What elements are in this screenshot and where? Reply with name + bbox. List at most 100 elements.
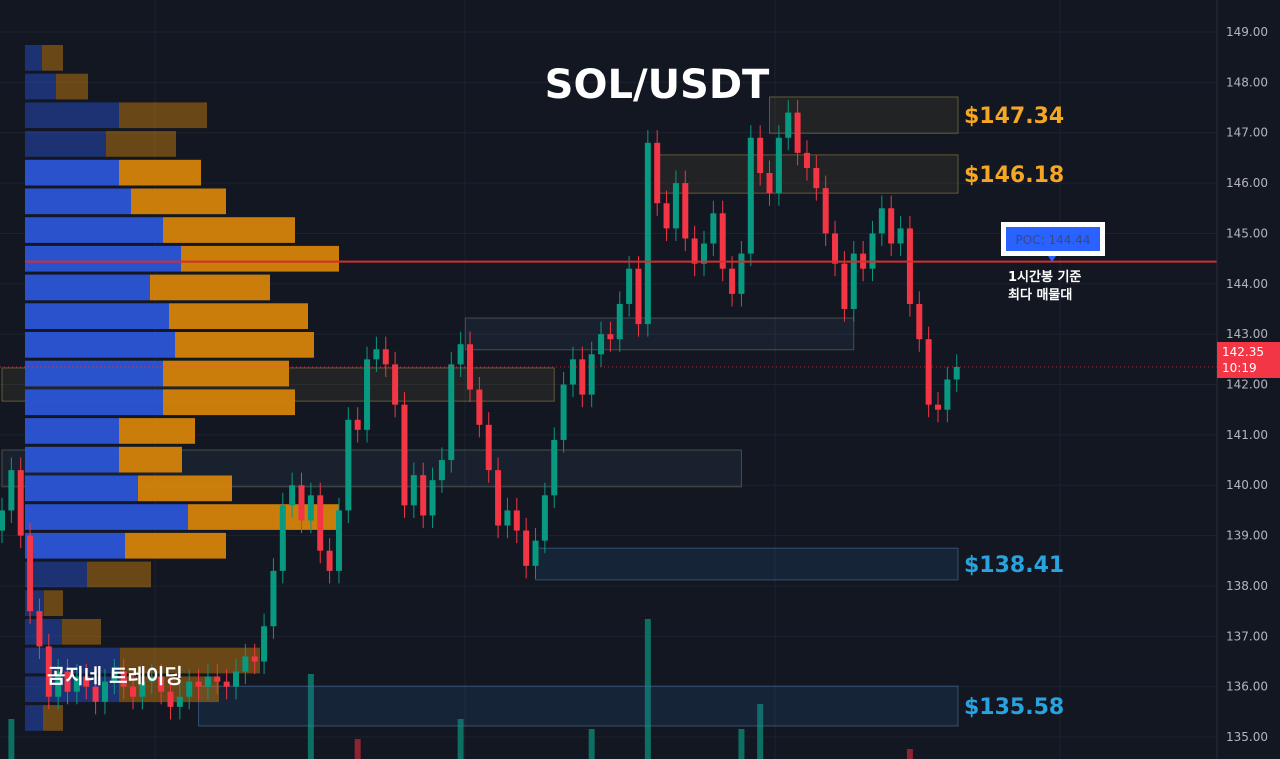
profile-buy-bar bbox=[25, 332, 175, 358]
candle-body bbox=[401, 404, 408, 506]
profile-buy-bar bbox=[25, 360, 163, 387]
volume-bar bbox=[8, 719, 15, 759]
profile-sell-bar bbox=[43, 705, 63, 731]
candle-body bbox=[888, 208, 895, 244]
candle-body bbox=[204, 676, 211, 687]
candle-body bbox=[523, 530, 530, 566]
candle-body bbox=[626, 268, 633, 304]
candle-body bbox=[83, 676, 90, 687]
candle-body bbox=[467, 344, 473, 390]
profile-sell-bar bbox=[131, 188, 226, 215]
profile-buy-bar bbox=[25, 475, 138, 502]
candle-body bbox=[476, 389, 483, 425]
candle-body bbox=[457, 344, 464, 365]
axis-tick-label: 149.00 bbox=[1226, 25, 1268, 39]
candle-body bbox=[27, 535, 34, 612]
candle-body bbox=[551, 439, 558, 496]
candle-body bbox=[223, 681, 230, 687]
candle-body bbox=[775, 137, 782, 194]
candle-body bbox=[289, 485, 296, 506]
candle-body bbox=[766, 173, 773, 194]
candle-body bbox=[832, 233, 839, 264]
candle-body bbox=[607, 334, 614, 340]
candle-body bbox=[392, 364, 399, 405]
candle-body bbox=[803, 152, 810, 168]
candle-body bbox=[644, 142, 651, 325]
candle-body bbox=[729, 268, 736, 294]
profile-sell-bar bbox=[119, 418, 195, 444]
axis-tick-label: 138.00 bbox=[1226, 579, 1268, 593]
last-price-tag: 142.35 10:19 bbox=[1217, 342, 1280, 378]
volume-bar bbox=[588, 729, 595, 759]
candle-body bbox=[560, 384, 567, 440]
candle-body bbox=[691, 238, 698, 264]
candle-body bbox=[36, 611, 43, 647]
profile-sell-bar bbox=[163, 217, 295, 243]
axis-tick-label: 148.00 bbox=[1226, 75, 1268, 89]
candle-body bbox=[45, 646, 52, 697]
profile-sell-bar bbox=[42, 45, 63, 71]
candle-body bbox=[279, 505, 286, 571]
candle-body bbox=[251, 656, 258, 662]
axis-tick-label: 135.00 bbox=[1226, 730, 1268, 744]
candle-body bbox=[410, 475, 417, 506]
candle-body bbox=[326, 550, 333, 571]
candles bbox=[0, 99, 960, 720]
profile-buy-bar bbox=[25, 102, 119, 129]
candle-body bbox=[813, 167, 820, 189]
chart-title: SOL/USDT bbox=[545, 62, 770, 108]
candle-body bbox=[345, 419, 352, 511]
candle-body bbox=[588, 354, 595, 395]
profile-sell-bar bbox=[87, 561, 151, 588]
profile-buy-bar bbox=[25, 647, 120, 674]
profile-sell-bar bbox=[163, 389, 295, 416]
candle-body bbox=[794, 112, 801, 153]
volume-bars bbox=[8, 619, 913, 759]
price-zone bbox=[535, 547, 959, 581]
candle-body bbox=[317, 495, 324, 551]
candle-body bbox=[438, 460, 445, 481]
candle-body bbox=[139, 681, 146, 697]
candle-body bbox=[373, 349, 380, 360]
candle-body bbox=[0, 510, 5, 531]
profile-buy-bar bbox=[25, 705, 43, 731]
volume-bar bbox=[906, 749, 913, 759]
candle-body bbox=[944, 379, 951, 410]
candle-body bbox=[757, 137, 764, 174]
candle-body bbox=[448, 364, 455, 461]
poc-tooltip: POC: 144.44 bbox=[1001, 222, 1105, 262]
candle-body bbox=[167, 691, 174, 707]
candle-body bbox=[120, 671, 127, 687]
axis-tick-label: 142.00 bbox=[1226, 378, 1268, 392]
candle-body bbox=[850, 253, 857, 309]
axis-tick-label: 136.00 bbox=[1226, 680, 1268, 694]
last-price-value: 142.35 bbox=[1222, 345, 1264, 359]
axis-tick-label: 141.00 bbox=[1226, 428, 1268, 442]
candle-body bbox=[55, 671, 62, 697]
profile-buy-bar bbox=[25, 303, 169, 329]
candle-body bbox=[298, 485, 305, 521]
profile-sell-bar bbox=[175, 332, 314, 358]
price-axis[interactable]: 135.00 136.00 137.00 138.00 139.00 140.00 141.… bbox=[1216, 0, 1268, 759]
candle-body bbox=[672, 183, 679, 229]
profile-buy-bar bbox=[25, 418, 119, 444]
profile-buy-bar bbox=[25, 188, 131, 215]
candle-body bbox=[429, 480, 436, 516]
profile-sell-bar bbox=[181, 245, 339, 272]
candle-body bbox=[635, 268, 642, 325]
candle-body bbox=[242, 656, 249, 672]
candle-body bbox=[420, 475, 427, 516]
profile-sell-bar bbox=[62, 619, 101, 645]
candle-body bbox=[335, 510, 342, 571]
candle-body bbox=[869, 233, 876, 269]
candle-body bbox=[382, 349, 389, 365]
candle-body bbox=[8, 470, 15, 511]
profile-sell-bar bbox=[120, 647, 260, 674]
candle-body bbox=[261, 626, 268, 662]
candle-body bbox=[92, 686, 99, 702]
last-price-countdown: 10:19 bbox=[1222, 361, 1257, 375]
axis-tick-label: 147.00 bbox=[1226, 126, 1268, 140]
profile-buy-bar bbox=[25, 45, 42, 71]
candle-body bbox=[822, 188, 829, 234]
